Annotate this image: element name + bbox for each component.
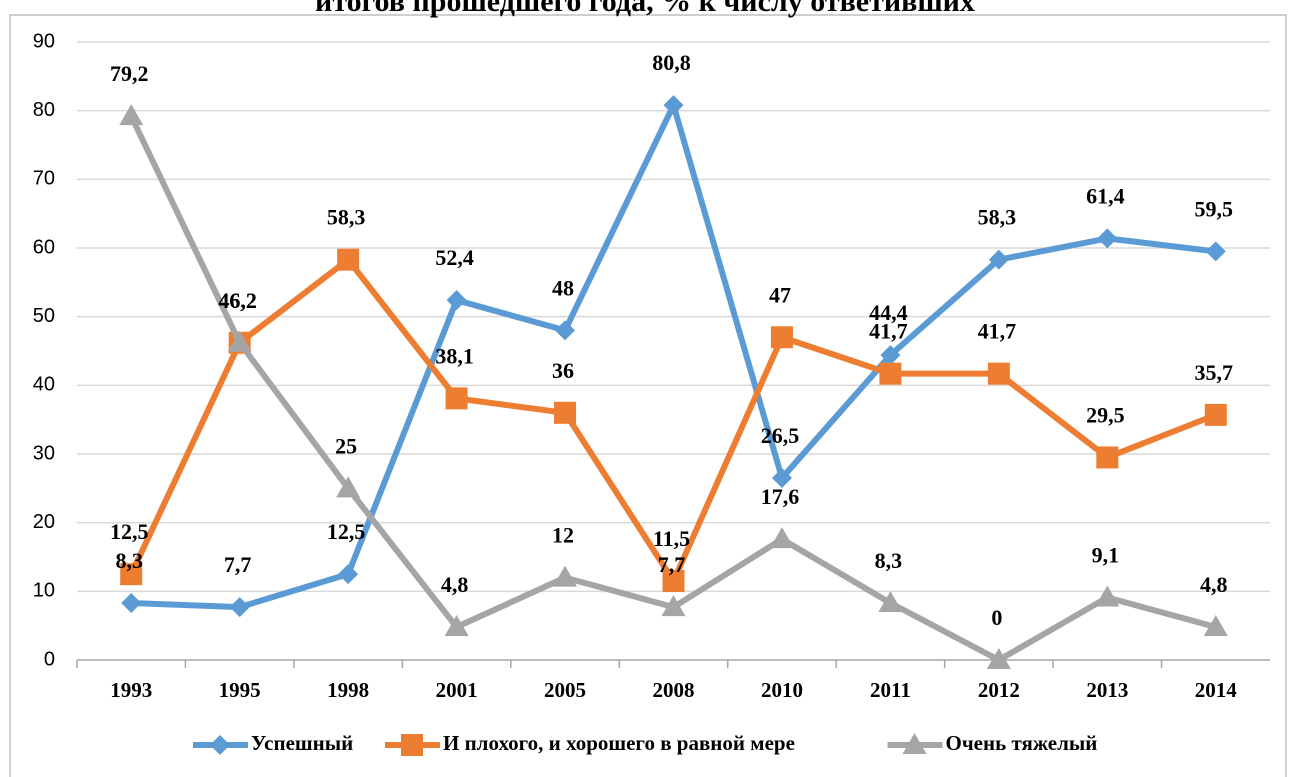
data-label: 36 [552, 358, 574, 383]
legend-label: Успешный [251, 731, 353, 755]
data-point [770, 326, 793, 349]
legend-label: И плохого, и хорошего в равной мере [443, 731, 795, 755]
data-point [119, 104, 144, 126]
x-tick-label: 2014 [1195, 678, 1238, 702]
data-label: 46,2 [218, 288, 257, 313]
data-point [769, 527, 794, 549]
data-point [1205, 241, 1226, 262]
x-tick-label: 2011 [870, 678, 911, 702]
data-point [986, 648, 1011, 669]
data-label: 58,3 [978, 205, 1017, 230]
data-label: 4,8 [441, 572, 469, 597]
data-label: 17,6 [761, 484, 800, 509]
legend-marker [210, 735, 230, 755]
y-tick-label: 70 [33, 168, 55, 190]
data-label: 0 [991, 605, 1002, 630]
data-point [663, 95, 684, 116]
data-point [555, 320, 576, 341]
data-label: 46,2 [218, 288, 257, 313]
x-tick-label: 1995 [219, 678, 261, 702]
data-label: 79,2 [110, 61, 149, 86]
data-point [553, 565, 578, 587]
y-tick-label: 0 [44, 648, 55, 670]
data-point [337, 248, 360, 271]
data-label: 35,7 [1195, 360, 1234, 385]
data-point [988, 249, 1009, 270]
y-tick-label: 30 [33, 442, 55, 464]
data-label: 12,5 [110, 519, 149, 544]
legend-marker [401, 734, 423, 756]
y-tick-label: 20 [33, 511, 55, 533]
data-point [1204, 403, 1227, 426]
data-point [662, 570, 685, 593]
data-label: 59,5 [1195, 196, 1234, 221]
y-tick-label: 80 [33, 99, 55, 121]
data-label: 8,3 [115, 548, 143, 573]
x-tick-label: 2008 [653, 678, 695, 702]
data-point [445, 387, 468, 410]
data-label: 26,5 [761, 423, 800, 448]
data-label: 38,1 [435, 343, 474, 368]
data-point [336, 476, 361, 498]
data-label: 52,4 [435, 245, 474, 270]
data-label: 7,7 [658, 552, 686, 577]
data-label: 8,3 [875, 548, 903, 573]
data-label: 48 [552, 275, 574, 300]
data-point [554, 401, 577, 424]
data-label: 12,5 [327, 519, 366, 544]
data-point [444, 615, 469, 637]
data-point [121, 593, 142, 614]
chart-title: итогов прошедшего года, % к числу ответи… [315, 0, 975, 18]
x-tick-label: 2001 [436, 678, 478, 702]
data-label: 41,7 [978, 319, 1017, 344]
y-tick-label: 10 [33, 580, 55, 602]
x-tick-label: 2005 [544, 678, 586, 702]
data-point [338, 564, 359, 585]
data-label: 80,8 [652, 50, 691, 75]
data-point [1095, 585, 1120, 607]
y-tick-label: 40 [33, 374, 55, 396]
data-point [1096, 446, 1119, 469]
data-label: 44,4 [869, 300, 908, 325]
x-tick-label: 2012 [978, 678, 1020, 702]
data-point [1097, 228, 1118, 249]
y-tick-label: 90 [33, 30, 55, 52]
data-label: 7,7 [224, 552, 252, 577]
y-tick-label: 50 [33, 305, 55, 327]
x-tick-label: 2010 [761, 678, 803, 702]
data-point [1203, 615, 1228, 637]
y-tick-label: 60 [33, 236, 55, 258]
data-label: 41,7 [869, 319, 908, 344]
data-point [771, 468, 792, 489]
data-label: 29,5 [1086, 402, 1125, 427]
data-point [446, 290, 467, 311]
legend-label: Очень тяжелый [946, 731, 1098, 755]
data-point [880, 345, 901, 366]
x-tick-label: 1998 [327, 678, 369, 702]
data-label: 11,5 [653, 526, 690, 551]
data-label: 25 [335, 433, 357, 458]
data-point [227, 330, 252, 352]
data-label: 61,4 [1086, 183, 1125, 208]
chart-frame [9, 14, 1287, 777]
data-label: 47 [769, 282, 791, 307]
x-tick-label: 1993 [110, 678, 152, 702]
x-tick-label: 2013 [1086, 678, 1128, 702]
data-point [987, 362, 1010, 385]
data-point [120, 563, 143, 586]
data-label: 4,8 [1200, 572, 1228, 597]
data-label: 12 [552, 523, 574, 548]
data-point [878, 591, 903, 613]
data-label: 9,1 [1092, 543, 1120, 568]
legend-marker [902, 733, 927, 754]
data-point [661, 595, 686, 617]
data-point [879, 362, 902, 385]
data-point [229, 597, 250, 618]
data-label: 58,3 [327, 205, 366, 230]
